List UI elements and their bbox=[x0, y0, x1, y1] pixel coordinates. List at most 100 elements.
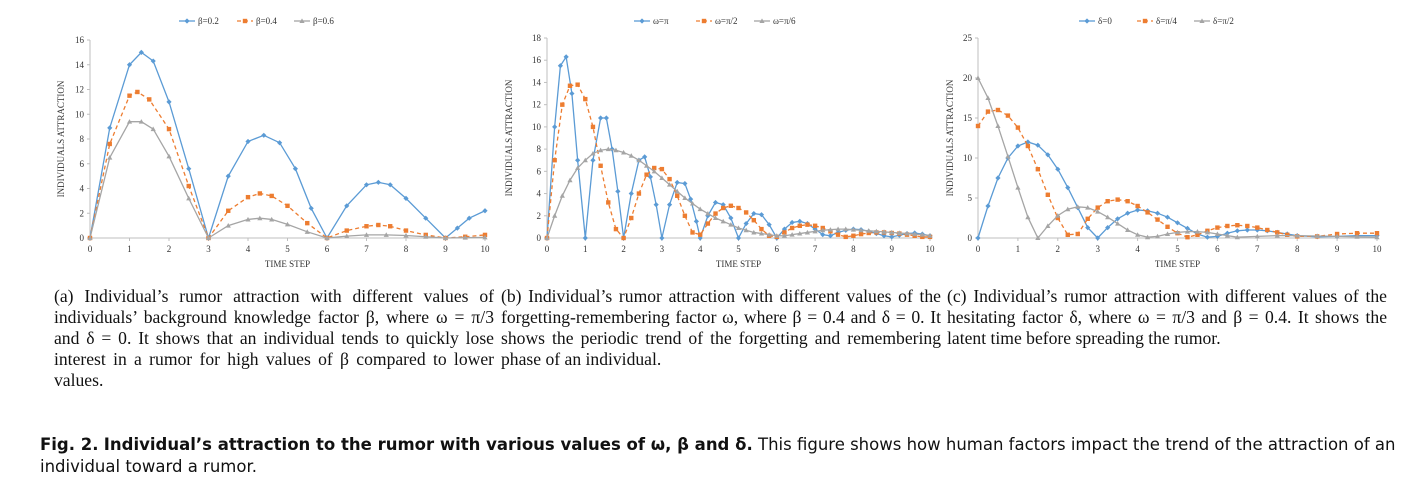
chart-b-series-2-point bbox=[628, 153, 634, 158]
chart-a-y-tick-label: 2 bbox=[80, 208, 85, 218]
chart-b-series-1-point bbox=[920, 234, 925, 240]
chart-b-x-tick-label: 10 bbox=[926, 244, 936, 254]
chart-b-series-2-point bbox=[850, 227, 856, 232]
chart-b-series-2-point bbox=[758, 230, 765, 236]
chart-a-series-1-point bbox=[257, 191, 263, 196]
chart-c-series-2-point bbox=[1075, 204, 1081, 209]
chart-b-series-2-point bbox=[712, 215, 719, 220]
chart-b-series-0-point bbox=[735, 235, 742, 241]
chart-b-x-axis-title: TIME STEP bbox=[716, 259, 761, 269]
chart-c-series-2-point bbox=[1105, 214, 1111, 220]
chart-c-series-1-point bbox=[1255, 225, 1260, 230]
chart-b-series-2-point bbox=[728, 222, 734, 227]
figure-caption: Fig. 2. Individual’s attraction to the r… bbox=[40, 434, 1400, 478]
chart-c-series-0-point bbox=[1154, 210, 1161, 216]
chart-b-series-1-line bbox=[546, 83, 930, 240]
chart-b-series-2-point bbox=[912, 231, 918, 237]
chart-c-series-2-point bbox=[1045, 223, 1051, 228]
chart-c-series-1-point bbox=[1045, 192, 1051, 197]
chart-c-series-2-point bbox=[1055, 213, 1061, 218]
chart-c-series-2-point bbox=[975, 75, 981, 80]
chart-b-y-tick-label: 4 bbox=[537, 189, 542, 199]
chart-a-x-tick-label: 0 bbox=[88, 244, 93, 254]
chart-a-x-tick-label: 3 bbox=[206, 244, 211, 254]
chart-a-series-2-point bbox=[87, 235, 93, 240]
chart-b-series-1-point bbox=[812, 223, 818, 228]
chart-b-series-2-point bbox=[843, 226, 849, 232]
chart-b-series-2 bbox=[544, 146, 933, 240]
chart-a-series-0-point bbox=[423, 215, 429, 221]
figure-caption-bold: Individual’s attraction to the rumor wit… bbox=[103, 435, 753, 454]
chart-c-series-0-point bbox=[1045, 152, 1051, 158]
chart-a-series-1-point bbox=[269, 193, 274, 199]
chart-c-series-1-point bbox=[1055, 215, 1060, 221]
chart-b-series-1-point bbox=[675, 193, 680, 198]
chart-c-series-0-point bbox=[1174, 220, 1181, 226]
chart-b-series-2-point bbox=[774, 233, 780, 238]
chart-b-series-0-point bbox=[590, 157, 596, 163]
chart-b-series-0-point bbox=[552, 124, 558, 130]
chart-c-series-2-line bbox=[977, 77, 1378, 240]
chart-a-series-1-point bbox=[186, 183, 191, 189]
chart-c-y-tick-label: 20 bbox=[963, 73, 973, 83]
chart-c-series-0-point bbox=[1254, 227, 1260, 233]
chart-c-series-1-point bbox=[1065, 232, 1070, 237]
chart-c-x-tick-label: 3 bbox=[1095, 244, 1100, 254]
chart-a-series-0-point bbox=[186, 166, 192, 172]
chart-b-series-0 bbox=[544, 54, 933, 241]
chart-a-series-0-point bbox=[261, 132, 267, 138]
chart-b-series-1-point bbox=[736, 205, 741, 211]
chart-b-series-1-point bbox=[759, 226, 764, 232]
chart-b-series-0-point bbox=[766, 222, 772, 228]
chart-b-series-1-point bbox=[805, 222, 810, 227]
chart-c-series-0-point bbox=[1244, 227, 1250, 233]
chart-a-x-tick-label: 10 bbox=[481, 244, 491, 254]
chart-b-series-1-point bbox=[621, 235, 626, 241]
chart-b-series-1-point bbox=[851, 233, 856, 238]
chart-b-series-1-point bbox=[606, 200, 611, 205]
chart-b-series-1-point bbox=[866, 230, 871, 236]
chart-c-series-1-point bbox=[1075, 231, 1080, 237]
chart-b-legend-marker bbox=[701, 18, 707, 24]
chart-b-legend-item-2: ω=π/6 bbox=[754, 16, 796, 26]
chart-c-series-2-point bbox=[1135, 232, 1141, 237]
chart-b-series-1-point bbox=[560, 102, 565, 107]
chart-c-y-tick-label: 5 bbox=[968, 193, 973, 203]
chart-b-series-1-point bbox=[698, 232, 703, 237]
chart-b-series-1-point bbox=[858, 231, 864, 237]
chart-b-series-2-point bbox=[781, 233, 788, 238]
chart-c-legend-item-0: δ=0 bbox=[1079, 16, 1112, 26]
chart-c-y-tick-label: 15 bbox=[963, 113, 973, 123]
chart-panel-b: 0 2 4 6 8 10 12 14 16 18 0 1 2 3 4 5 6 7 8 9 10 TIME STEP INDI… bbox=[500, 0, 945, 275]
chart-b-series-2-point bbox=[927, 233, 933, 238]
chart-a-series-0-point bbox=[375, 179, 381, 185]
chart-a-x-tick-label: 9 bbox=[443, 244, 448, 254]
chart-c-x-tick-label: 8 bbox=[1295, 244, 1300, 254]
chart-b-x-tick-label: 1 bbox=[583, 244, 588, 254]
chart-b-series-2-point bbox=[567, 177, 573, 183]
chart-a-series-2-point bbox=[269, 216, 275, 222]
chart-b-series-0-point bbox=[781, 226, 788, 232]
chart-c-series-2-point bbox=[1374, 234, 1380, 240]
chart-b-series-1-point bbox=[713, 211, 718, 216]
chart-a-series-2-point bbox=[107, 154, 113, 160]
chart-c-series-1-point bbox=[1095, 205, 1100, 210]
chart-c-series-2-point bbox=[1234, 234, 1240, 240]
chart-b-series-2-point bbox=[651, 168, 657, 174]
chart-c-series-1-point bbox=[1374, 231, 1380, 236]
chart-b-series-1-point bbox=[797, 223, 802, 228]
chart-b-series-1-point bbox=[590, 124, 596, 130]
chart-a-x-tick-label: 5 bbox=[285, 244, 290, 254]
chart-c-series-0-point bbox=[1164, 214, 1171, 220]
chart-b-series-1-point bbox=[575, 82, 580, 87]
chart-a-y-tick-label: 8 bbox=[80, 134, 85, 144]
chart-b-series-0-point bbox=[693, 218, 699, 224]
chart-c-series-0-point bbox=[1115, 216, 1121, 222]
chart-c-series-1-point bbox=[1015, 125, 1021, 130]
chart-b-y-tick-label: 6 bbox=[537, 166, 542, 176]
chart-c-series-1-point bbox=[1354, 231, 1360, 236]
chart-b-series-1-point bbox=[629, 215, 634, 221]
chart-b-series-1-point bbox=[613, 226, 619, 232]
chart-b-legend-item-1: ω=π/2 bbox=[696, 16, 738, 26]
